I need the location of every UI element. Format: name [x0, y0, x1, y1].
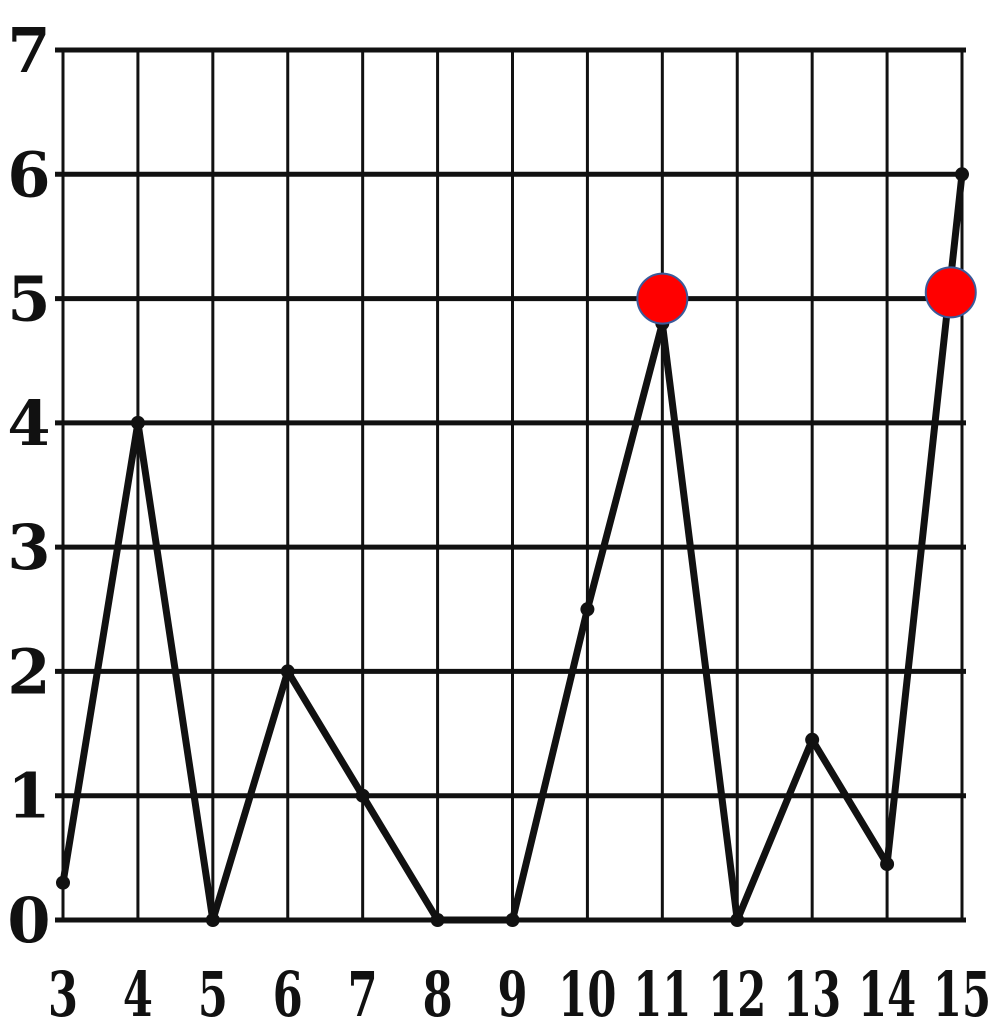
- highlight-group: [636, 266, 977, 325]
- highlight-marker: [636, 272, 689, 325]
- data-point: [205, 913, 220, 927]
- highlight-marker: [924, 266, 977, 319]
- data-point: [355, 788, 370, 803]
- y-tick-label: 6: [7, 138, 50, 211]
- y-tick-label: 1: [7, 760, 50, 833]
- x-tick-label: 13: [783, 958, 841, 1029]
- x-tick-label: 5: [198, 958, 228, 1029]
- y-tick-label: 4: [7, 387, 50, 460]
- data-point: [730, 913, 745, 927]
- data-point: [505, 913, 520, 927]
- data-point: [955, 167, 969, 182]
- x-tick-label: 10: [558, 958, 616, 1029]
- x-tick-label: 7: [348, 958, 378, 1029]
- y-tick-label: 7: [7, 14, 50, 87]
- data-point: [280, 664, 295, 679]
- data-point: [130, 415, 145, 430]
- x-tick-label: 14: [858, 958, 916, 1029]
- data-point: [880, 857, 895, 872]
- data-point: [430, 913, 445, 927]
- y-tick-label: 2: [7, 635, 50, 708]
- x-tick-label: 6: [273, 958, 303, 1029]
- x-tick-label: 15: [933, 958, 991, 1029]
- points-group: [56, 167, 969, 927]
- x-tick-label: 9: [498, 958, 528, 1029]
- y-tick-label: 0: [7, 884, 50, 957]
- x-tick-label: 11: [633, 958, 691, 1029]
- y-tick-label: 3: [7, 511, 50, 584]
- x-tick-label: 12: [708, 958, 766, 1029]
- x-tick-label: 8: [423, 958, 453, 1029]
- x-axis-ticks: 3 4 5 6 7 8 9 10 11 12 13 14 15: [48, 958, 991, 1029]
- data-point: [56, 875, 70, 890]
- y-tick-label: 5: [7, 263, 50, 336]
- data-point: [580, 602, 595, 617]
- data-point: [805, 732, 820, 747]
- x-tick-label: 3: [48, 958, 78, 1029]
- y-axis-ticks: 0 1 2 3 4 5 6 7: [7, 14, 50, 957]
- x-tick-label: 4: [123, 958, 153, 1029]
